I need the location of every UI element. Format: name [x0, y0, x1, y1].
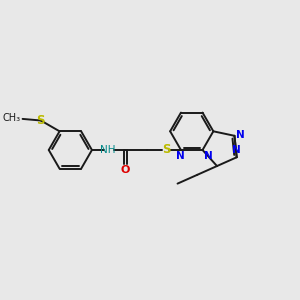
Text: N: N: [236, 130, 245, 140]
Text: N: N: [176, 151, 184, 161]
Text: CH₃: CH₃: [2, 113, 21, 123]
Text: NH: NH: [100, 145, 116, 154]
Text: N: N: [232, 145, 241, 155]
Text: O: O: [121, 165, 130, 175]
Text: S: S: [37, 113, 45, 127]
Text: N: N: [203, 151, 212, 161]
Text: S: S: [162, 143, 170, 156]
